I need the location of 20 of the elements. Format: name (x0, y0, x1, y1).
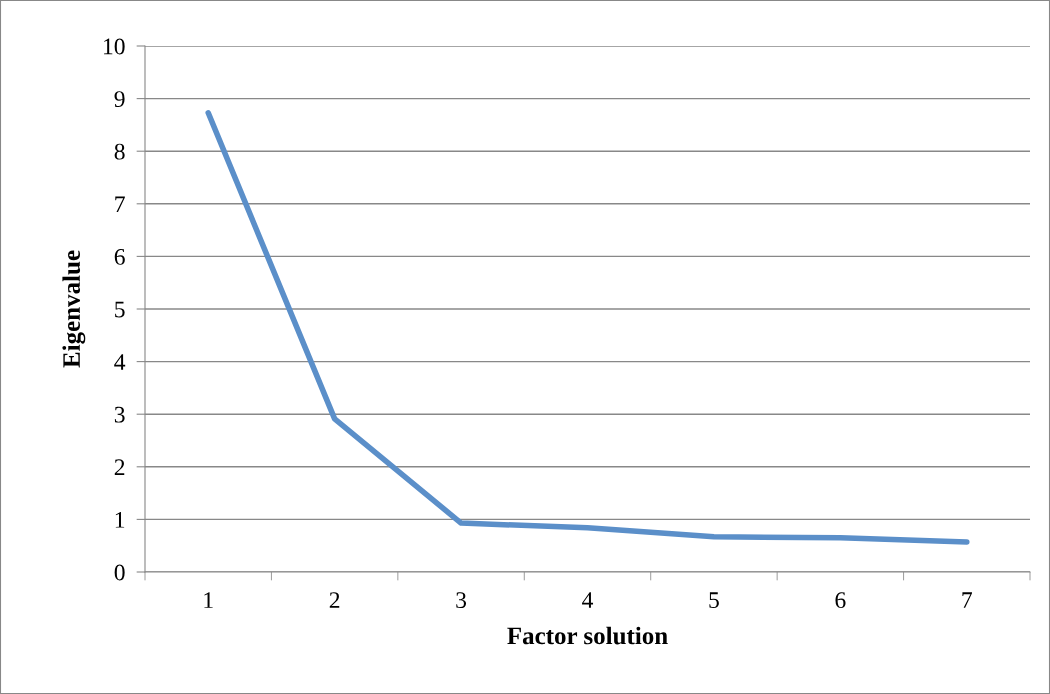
x-axis-title: Factor solution (507, 626, 668, 645)
x-tick-label: 1 (204, 592, 213, 608)
y-tick-label: 9 (114, 91, 125, 108)
y-tick-label: 2 (114, 459, 125, 475)
y-tick-label: 4 (114, 354, 126, 370)
y-tick-label: 6 (114, 248, 125, 265)
y-tick-label: 3 (114, 406, 125, 423)
x-tick-label: 6 (835, 592, 846, 609)
x-tick-label: 3 (456, 592, 467, 609)
y-tick-label: 8 (114, 143, 125, 160)
y-tick-label: 1 (115, 512, 125, 528)
x-tick-label: 5 (709, 592, 719, 609)
x-tick-label: 4 (582, 592, 594, 608)
y-axis-title: Eigenvalue (62, 250, 86, 368)
y-tick-label: 0 (114, 564, 125, 581)
y-tick-label: 10 (104, 38, 125, 55)
y-tick-label: 7 (115, 196, 125, 212)
y-tick-label: 5 (115, 301, 125, 318)
x-tick-label: 2 (329, 592, 340, 608)
x-tick-label: 7 (962, 592, 973, 608)
